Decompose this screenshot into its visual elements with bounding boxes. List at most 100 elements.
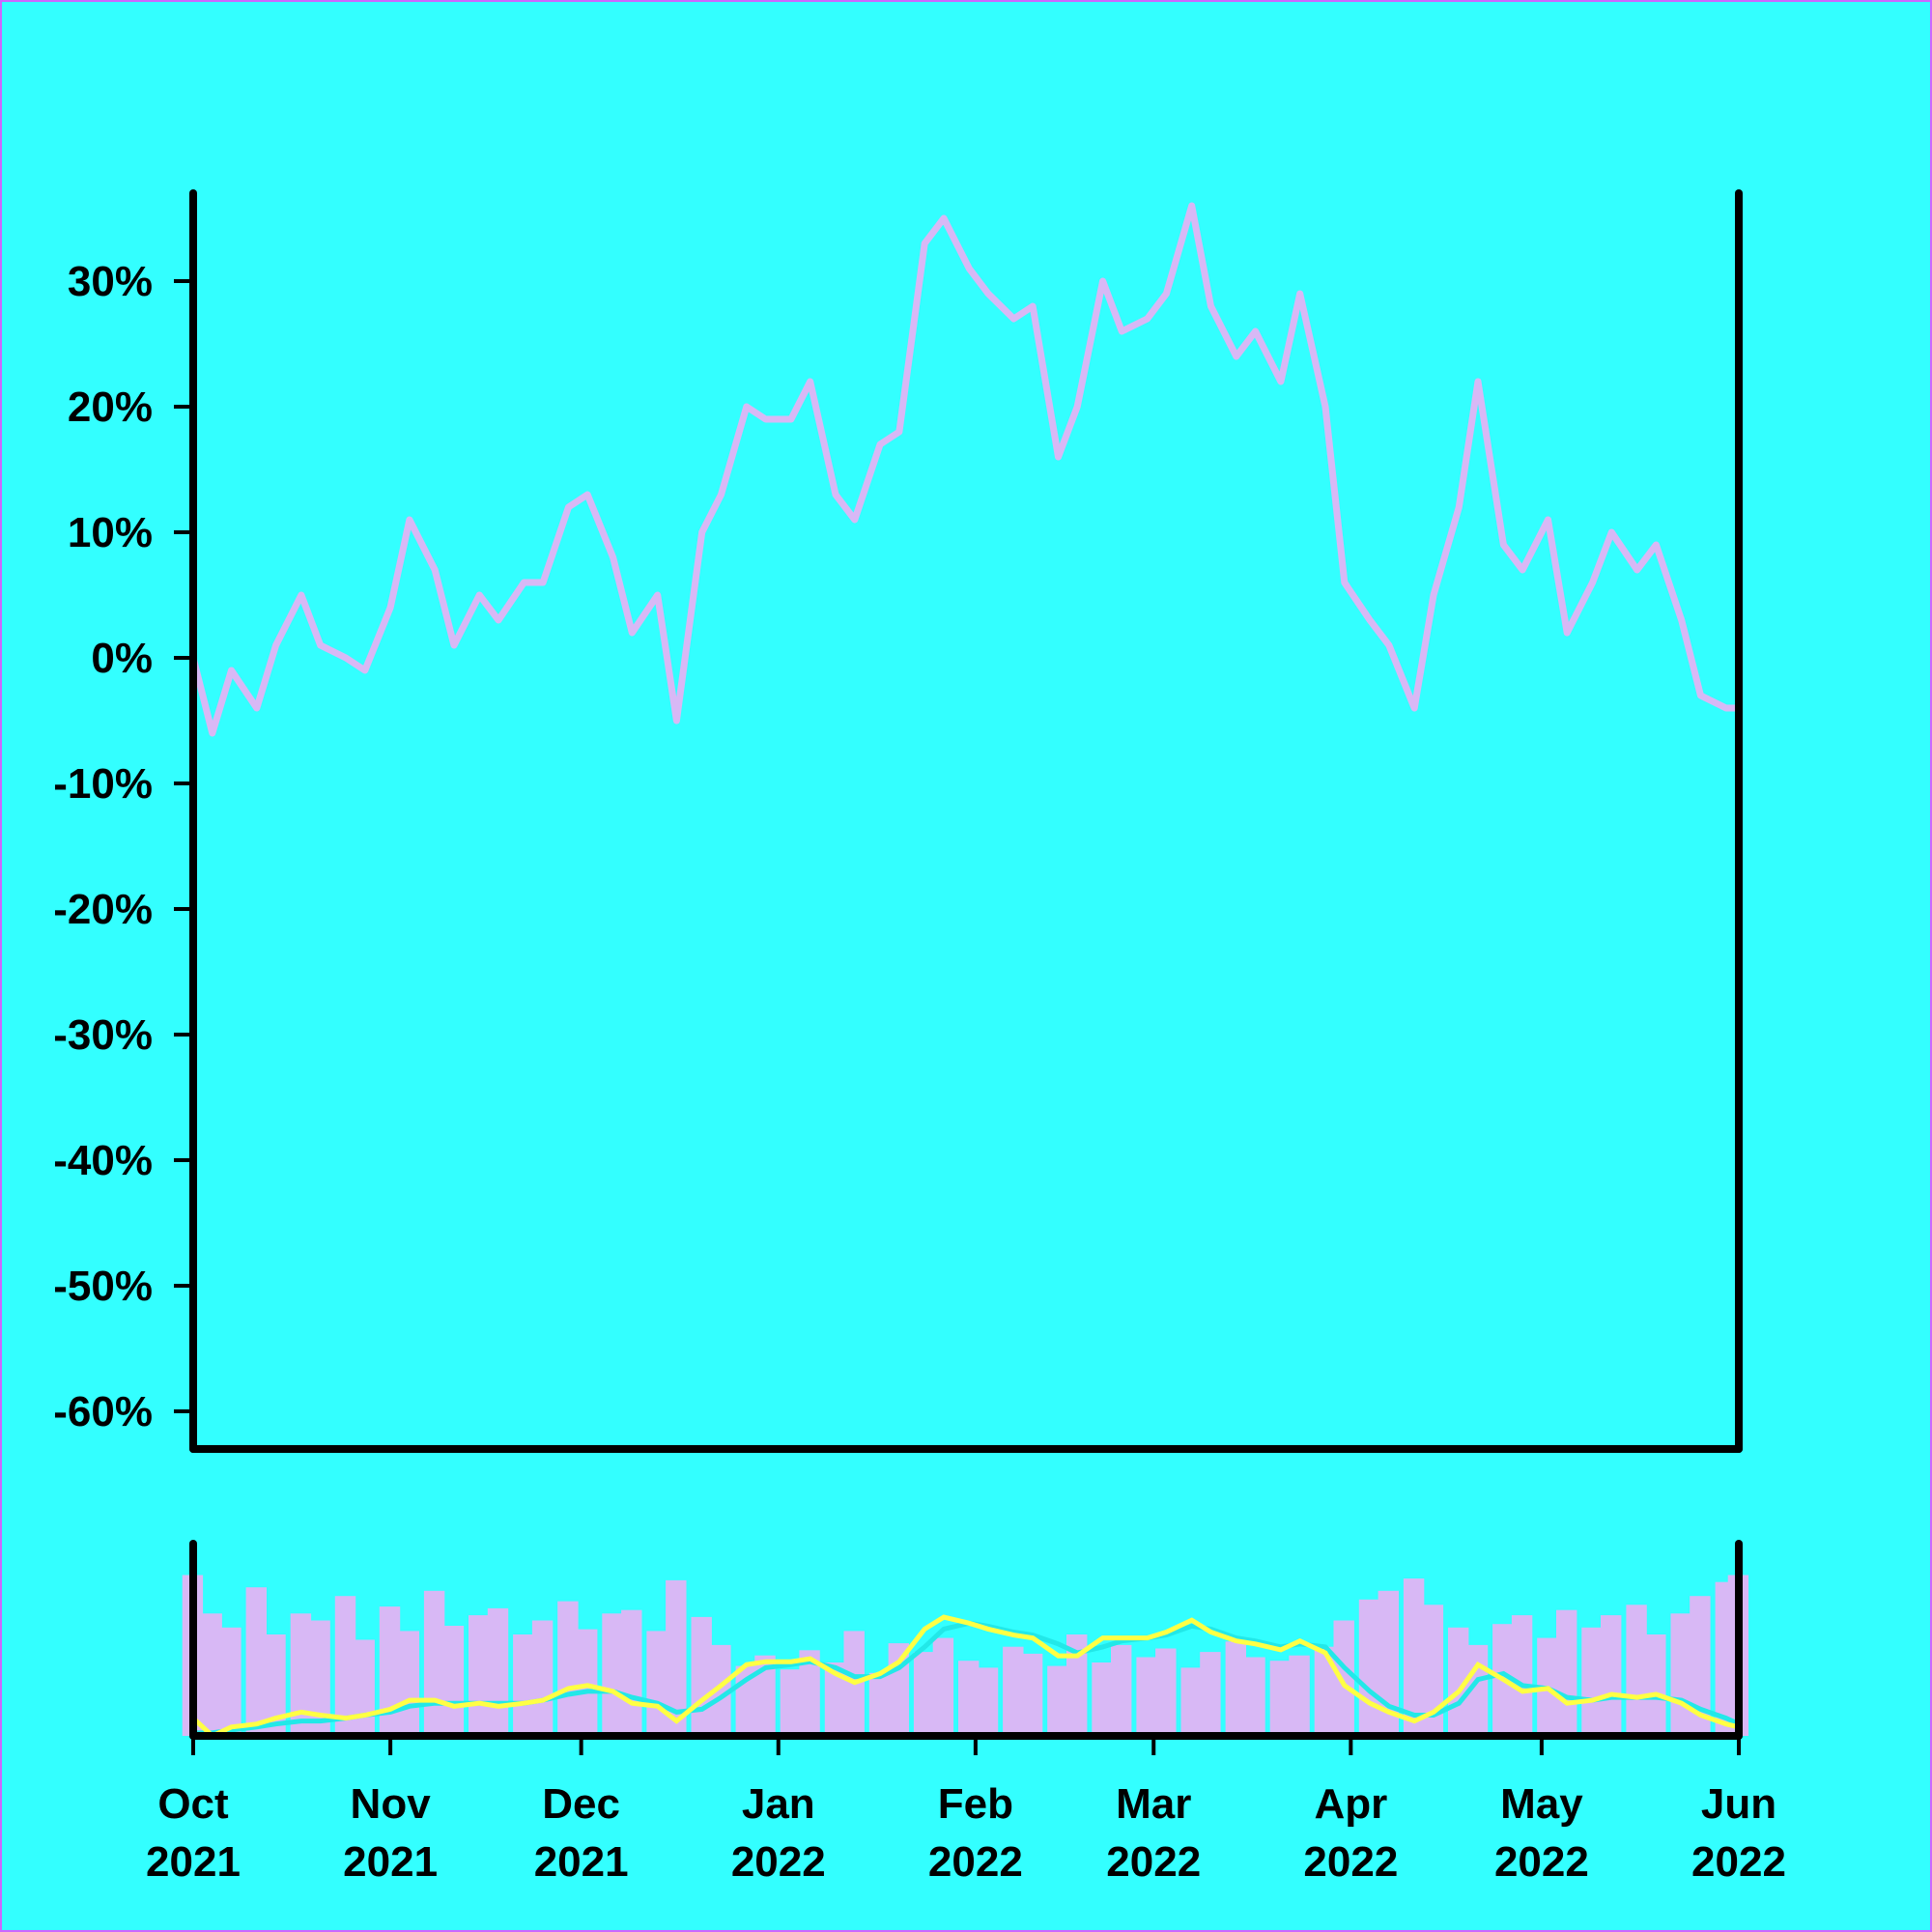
volume-bar <box>1136 1657 1157 1736</box>
volume-bar <box>1092 1662 1113 1736</box>
volume-bar <box>1003 1646 1024 1736</box>
volume-bar <box>602 1613 623 1736</box>
volume-bar <box>442 1626 465 1736</box>
y-axis-ticks: 30% 20% 10% 0% -10% -20% -30% -40% -50% -60% <box>53 258 193 1435</box>
x-tick-label-month: Nov <box>351 1780 432 1828</box>
x-axis-ticks: Oct 2021 Nov 2021 Dec 2021 Jan 2022 Feb 2022 Mar 20… <box>146 1736 1786 1886</box>
volume-bar <box>469 1615 490 1736</box>
volume-bar <box>913 1652 935 1736</box>
volume-bar <box>1180 1667 1202 1736</box>
volume-bar <box>309 1620 330 1736</box>
moving-average-fast-line <box>191 1614 1740 1739</box>
volume-bar <box>398 1631 419 1736</box>
volume-bar <box>1314 1646 1336 1736</box>
volume-bar <box>1645 1634 1666 1736</box>
volume-bar <box>1422 1605 1444 1737</box>
volume-bar <box>1403 1578 1425 1736</box>
volume-bar <box>201 1613 222 1736</box>
volume-bar <box>1244 1657 1265 1736</box>
volume-bar <box>780 1669 802 1736</box>
volume-bar <box>1289 1655 1310 1736</box>
x-tick-label-year: 2021 <box>534 1838 629 1886</box>
volume-bar <box>265 1634 286 1736</box>
volume-bar <box>1448 1627 1469 1736</box>
volume-bar <box>1581 1627 1603 1736</box>
x-tick-label-month: Dec <box>542 1780 620 1828</box>
volume-bar <box>710 1644 731 1736</box>
volume-bar <box>1626 1605 1647 1737</box>
y-tick-label: -60% <box>53 1388 153 1435</box>
y-tick-label: 30% <box>68 258 153 305</box>
x-tick-label-month: Feb <box>938 1780 1013 1828</box>
volume-bar <box>220 1627 242 1736</box>
x-tick-label-month: Mar <box>1116 1780 1191 1828</box>
volume-panel: Oct 2021 Nov 2021 Dec 2021 Jan 2022 Feb 2022 Mar 20… <box>146 1540 1786 1886</box>
volume-bar <box>334 1596 356 1736</box>
volume-bar <box>691 1616 712 1736</box>
volume-bar <box>1225 1641 1246 1736</box>
volume-bar <box>621 1609 642 1736</box>
volume-bar <box>1333 1620 1354 1736</box>
volume-bar <box>290 1613 312 1736</box>
volume-bar <box>1670 1613 1691 1736</box>
volume-bar <box>958 1661 980 1736</box>
price-line <box>189 202 1739 737</box>
price-panel: 30% 20% 10% 0% -10% -20% -30% -40% -50% -60% <box>53 189 1743 1453</box>
x-tick-label-year: 2022 <box>1303 1838 1398 1886</box>
volume-bar <box>354 1639 375 1737</box>
volume-bar <box>868 1672 891 1736</box>
volume-bar <box>977 1667 999 1736</box>
volume-bar <box>824 1662 846 1736</box>
volume-bar <box>1047 1665 1068 1736</box>
volume-bar <box>487 1607 509 1736</box>
volume-bar <box>1556 1609 1577 1736</box>
volume-bar <box>1269 1661 1292 1736</box>
x-tick-label-month: Jun <box>1701 1780 1776 1828</box>
volume-bars <box>182 1575 1749 1737</box>
volume-bar <box>1155 1648 1177 1736</box>
x-tick-label-year: 2022 <box>928 1838 1023 1886</box>
y-tick-label: -30% <box>53 1011 153 1059</box>
volume-bar <box>932 1637 954 1736</box>
x-tick-label-year: 2021 <box>146 1838 241 1886</box>
y-tick-label: -20% <box>53 886 153 933</box>
volume-bar <box>754 1655 776 1736</box>
volume-bar <box>531 1620 554 1736</box>
y-tick-label: -10% <box>53 760 153 808</box>
volume-bar <box>799 1650 820 1736</box>
price-axes-frame <box>189 189 1743 1453</box>
volume-bar <box>646 1631 668 1736</box>
x-tick-label-year: 2022 <box>1691 1838 1786 1886</box>
volume-axes-frame <box>189 1540 1743 1740</box>
x-tick-label-month: Apr <box>1314 1780 1387 1828</box>
y-tick-label: 10% <box>68 509 153 556</box>
volume-bar <box>1200 1652 1221 1736</box>
x-tick-label-month: Jan <box>742 1780 815 1828</box>
y-tick-label: 0% <box>91 635 153 682</box>
volume-bar <box>1358 1599 1380 1736</box>
volume-bar <box>423 1590 445 1736</box>
volume-bar <box>245 1587 267 1736</box>
x-tick-label-month: May <box>1500 1780 1583 1828</box>
volume-bar <box>1601 1615 1622 1736</box>
volume-bar <box>1111 1644 1132 1736</box>
y-tick-label: -40% <box>53 1137 153 1184</box>
x-tick-label-year: 2022 <box>1106 1838 1201 1886</box>
volume-bar <box>1511 1615 1533 1736</box>
x-tick-label-month: Oct <box>157 1780 229 1828</box>
volume-bar <box>888 1643 909 1736</box>
volume-bar <box>1690 1596 1711 1736</box>
volume-bar <box>513 1634 534 1736</box>
volume-bar <box>666 1579 687 1736</box>
volume-bar <box>379 1606 401 1736</box>
x-tick-label-year: 2022 <box>731 1838 826 1886</box>
y-tick-label: -50% <box>53 1263 153 1310</box>
y-tick-label: 20% <box>68 384 153 431</box>
volume-bar <box>1021 1653 1043 1736</box>
volume-bar <box>577 1629 598 1736</box>
volume-bar <box>1066 1634 1088 1736</box>
x-tick-label-year: 2022 <box>1494 1838 1589 1886</box>
